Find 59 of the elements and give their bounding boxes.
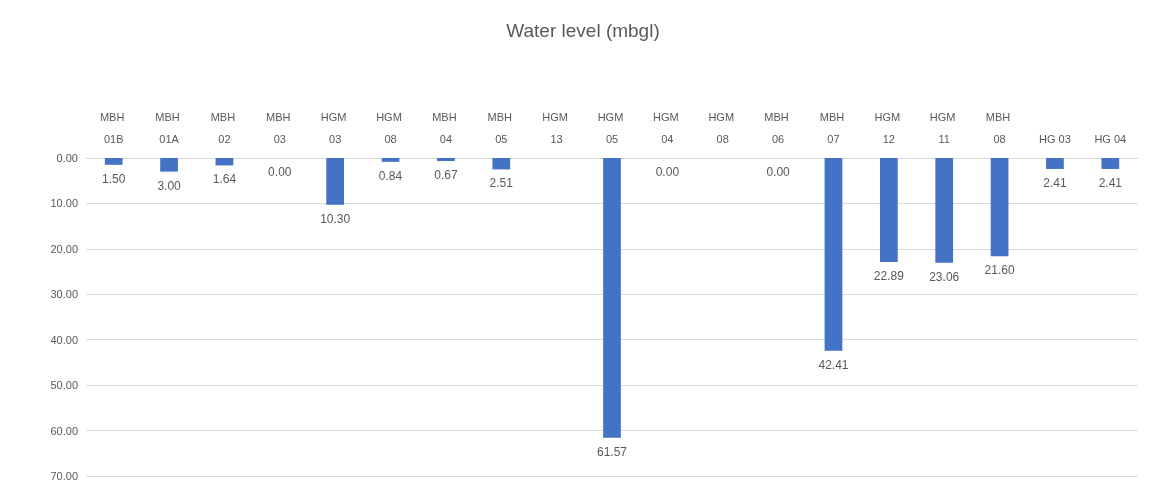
data-label: 2.41 [1098,175,1123,190]
bar [879,158,898,262]
x-tick-label: MBH 04 [432,111,460,145]
x-tick-label: HGM 12 [874,111,904,145]
data-label: 0.67 [434,168,458,183]
x-tick-label: HGM 08 [708,111,738,145]
data-label: 10.30 [320,211,351,226]
bar [492,158,511,170]
bar [215,158,234,166]
data-label: 0.00 [655,165,680,179]
bar [824,158,843,351]
data-label: 22.89 [873,268,905,283]
bar [990,158,1009,257]
data-label: 0.00 [766,165,791,179]
data-label: 2.41 [1043,175,1067,190]
data-label: 61.57 [596,444,628,459]
bar [1101,158,1120,169]
data-label: 21.60 [984,263,1015,278]
x-tick-label: HG 03 [1039,133,1071,145]
data-label: 42.41 [818,357,849,372]
bar [935,158,954,263]
y-tick-label: 70.00 [50,470,78,482]
data-label: 3.00 [157,178,182,193]
y-tick-label: 0.00 [56,152,78,164]
x-tick-label: HGM 13 [542,111,571,145]
bar [326,158,345,205]
bar [160,158,178,172]
x-tick-label: HGM 04 [653,111,682,145]
y-tick-label: 30.00 [50,288,78,301]
bar [104,158,123,165]
y-tick-label: 60.00 [50,424,78,437]
x-tick-label: MBH 07 [819,111,848,145]
bar [603,158,621,438]
x-tick-label: HGM 03 [320,111,350,145]
bar [381,158,400,162]
x-tick-label: MBH 02 [210,111,239,145]
x-tick-label: HGM 08 [376,111,405,145]
data-label: 0.84 [378,168,403,183]
bar [1046,158,1064,169]
data-label: 0.00 [268,165,292,179]
x-tick-label: MBH 05 [487,111,516,145]
y-tick-label: 10.00 [50,197,78,210]
bar [437,158,455,162]
x-tick-label: MBH 03 [266,111,294,145]
y-tick-label: 50.00 [50,379,78,392]
x-tick-label: MBH 01B [99,111,128,145]
data-label: 2.51 [489,176,514,191]
data-label: 1.50 [102,171,126,186]
data-label: 23.06 [929,269,960,284]
chart-title: Water level (mbgl) [506,20,660,41]
x-tick-label: HGM 05 [597,111,627,145]
x-tick-label: HGM 11 [929,111,959,145]
x-tick-label: MBH 06 [764,111,792,145]
x-tick-label: MBH 08 [985,111,1014,145]
y-tick-label: 20.00 [50,242,78,255]
data-label: 1.64 [212,172,237,187]
y-tick-label: 40.00 [50,333,78,346]
x-tick-label: HG 04 [1094,133,1127,145]
x-tick-label: MBH 01A [155,111,183,145]
